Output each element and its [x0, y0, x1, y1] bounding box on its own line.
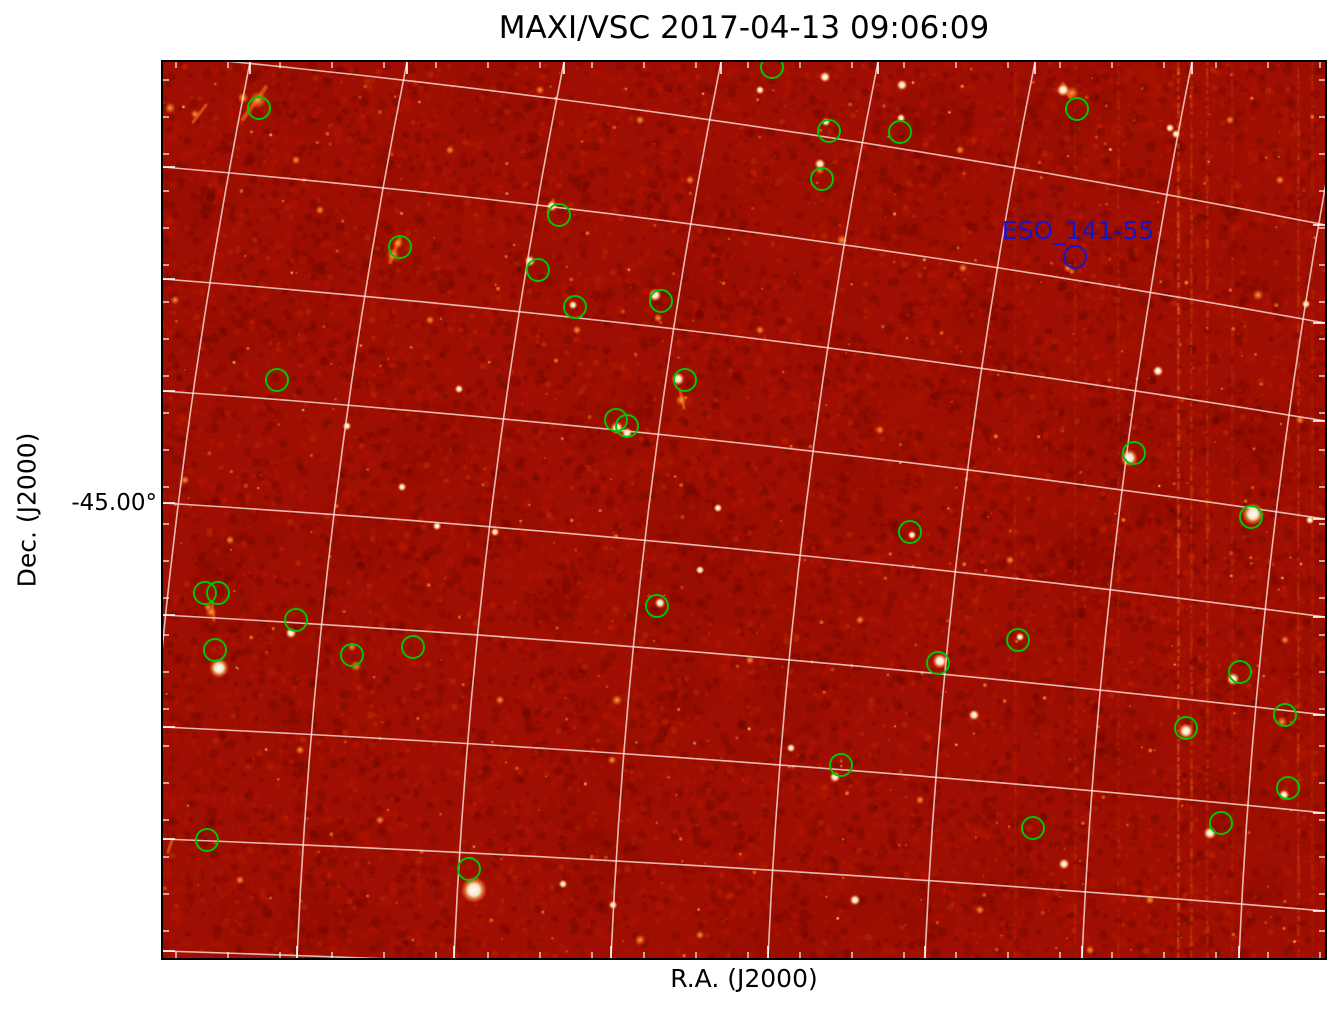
- detected-source-circle: [457, 857, 481, 881]
- detected-source-circle: [247, 96, 271, 120]
- detected-source-circle: [1122, 441, 1146, 465]
- eso-141-55-circle: [1063, 245, 1087, 269]
- eso-141-55-label: ESO_141-55: [1001, 216, 1155, 245]
- grid-line: [610, 62, 722, 958]
- detected-source-circle: [1239, 505, 1263, 529]
- detected-source-circle: [1021, 816, 1045, 840]
- grid-line: [163, 502, 1325, 618]
- detected-source-circle: [547, 203, 571, 227]
- detected-source-circle: [649, 289, 673, 313]
- detected-source-circle: [926, 651, 950, 675]
- detected-source-circle: [1006, 628, 1030, 652]
- detected-source-circle: [760, 62, 784, 79]
- grid-line: [1081, 62, 1193, 958]
- detected-source-circle: [810, 167, 834, 191]
- detected-source-circle: [829, 753, 853, 777]
- grid-line: [163, 950, 384, 958]
- detected-source-circle: [203, 638, 227, 662]
- grid-line: [1238, 183, 1325, 958]
- grid-line: [453, 62, 565, 958]
- detected-source-circle: [673, 368, 697, 392]
- detected-source-circle: [1228, 660, 1252, 684]
- detected-source-circle: [1174, 716, 1198, 740]
- detected-source-circle: [563, 295, 587, 319]
- detected-source-circle: [206, 581, 230, 605]
- detected-source-circle: [1209, 811, 1233, 835]
- detected-source-circle: [817, 119, 841, 143]
- figure-title: MAXI/VSC 2017-04-13 09:06:09: [498, 10, 990, 46]
- grid-line: [163, 278, 1325, 422]
- sky-image-canvas: [163, 62, 1325, 958]
- grid-line: [163, 166, 1325, 324]
- detected-source-circle: [1065, 97, 1089, 121]
- grid-line: [296, 62, 408, 958]
- detected-source-circle: [195, 828, 219, 852]
- sky-image-plot: ESO_141-55: [161, 60, 1327, 960]
- detected-source-circle: [898, 520, 922, 544]
- coordinate-grid: [163, 62, 1325, 958]
- grid-line: [767, 62, 879, 958]
- detected-source-circle: [340, 643, 364, 667]
- detected-source-circle: [284, 608, 308, 632]
- grid-line: [163, 390, 1325, 520]
- grid-line: [163, 838, 1325, 912]
- grid-line: [227, 62, 1325, 226]
- x-axis-label: R.A. (J2000): [670, 964, 818, 993]
- detected-source-circle: [888, 120, 912, 144]
- detected-source-circle: [1276, 776, 1300, 800]
- grid-line: [163, 62, 251, 649]
- detected-source-circle: [1273, 703, 1297, 727]
- grid-line: [163, 726, 1325, 814]
- grid-line: [924, 62, 1036, 958]
- detected-source-circle: [388, 235, 412, 259]
- detected-source-circle: [615, 414, 639, 438]
- detected-source-circle: [526, 258, 550, 282]
- detected-source-circle: [645, 594, 669, 618]
- dec-tick-label: -45.00°: [71, 490, 157, 516]
- grid-line: [163, 614, 1325, 716]
- detected-source-circle: [265, 368, 289, 392]
- detected-source-circle: [401, 635, 425, 659]
